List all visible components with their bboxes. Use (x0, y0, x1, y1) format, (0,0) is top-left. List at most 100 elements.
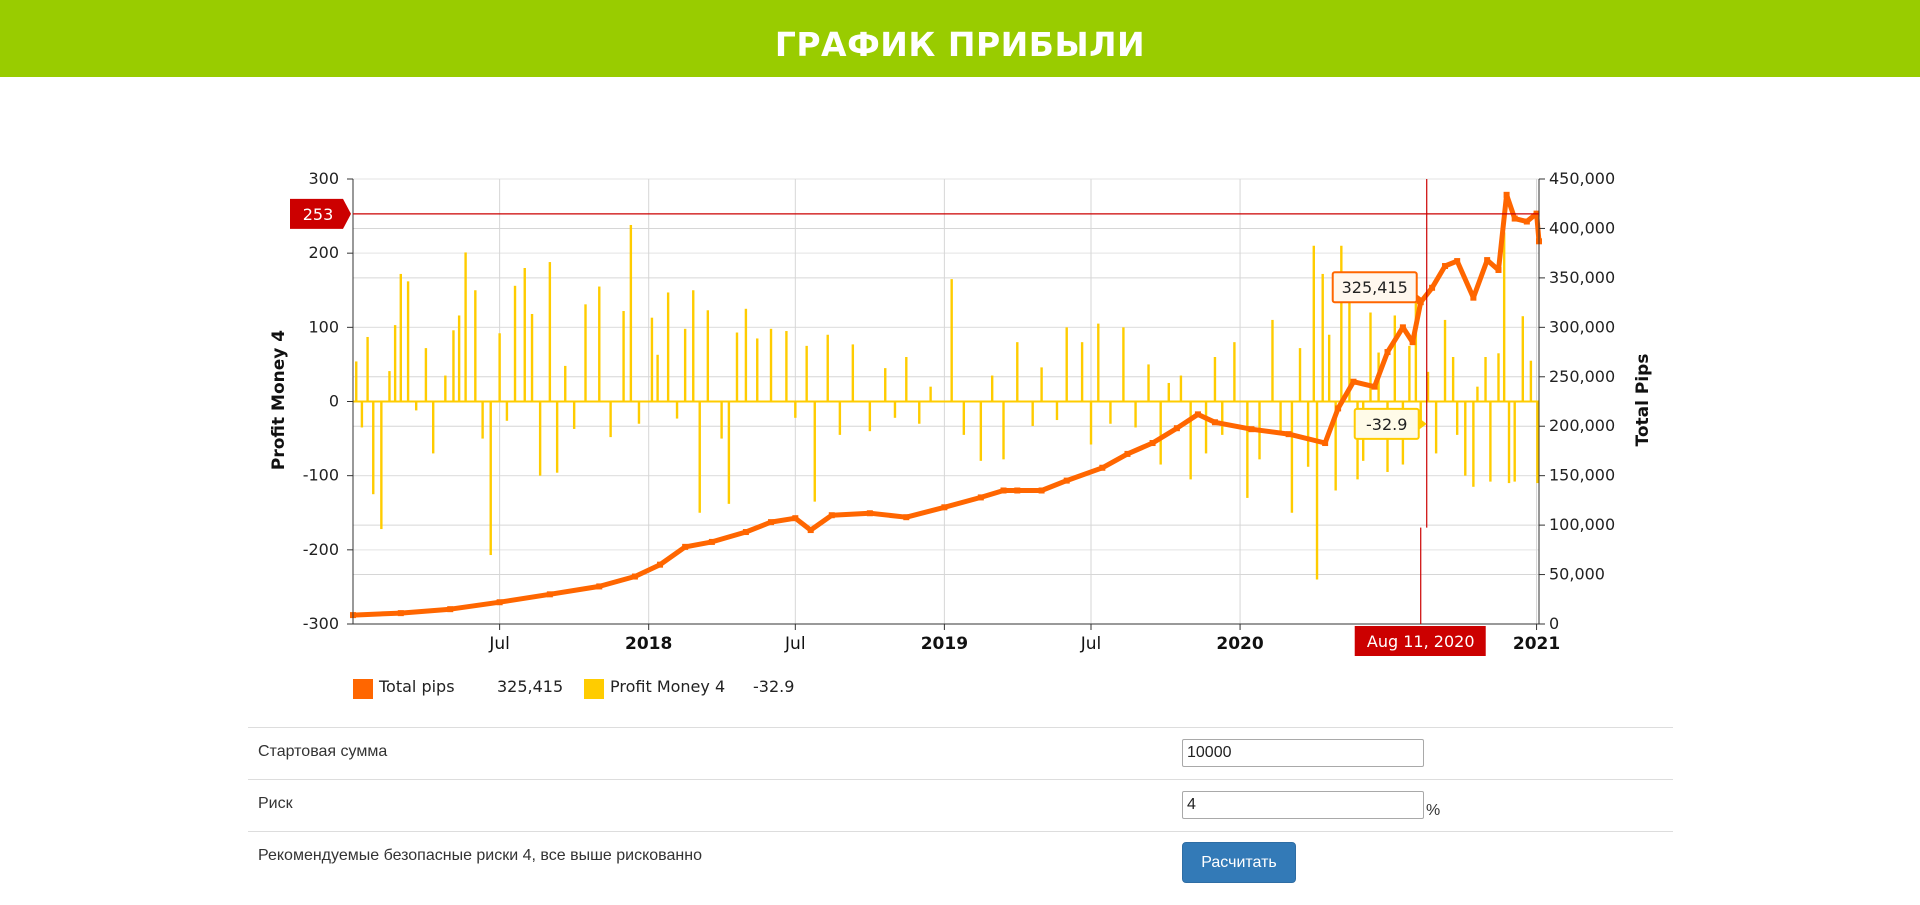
profit-bar (1213, 357, 1217, 402)
profit-bar (452, 330, 455, 402)
profit-bar (1513, 401, 1516, 482)
total-pips-point (1523, 218, 1530, 225)
profit-bar (868, 401, 872, 432)
profit-bar (1189, 401, 1192, 480)
profit-bar (598, 286, 601, 402)
left-axis-title: Profit Money 4 (269, 330, 289, 470)
right-tick-label: 200,000 (1549, 416, 1615, 435)
legend-label-profit[interactable]: Profit Money 4 (610, 677, 726, 696)
profit-bar (523, 268, 526, 402)
profit-bar (979, 401, 983, 461)
total-pips-point (1211, 419, 1218, 426)
total-pips-point (682, 543, 689, 550)
profit-bar (1521, 316, 1524, 402)
x-tick-label: 2021 (1513, 634, 1560, 654)
profit-bar (1167, 382, 1170, 402)
x-tick-label: 2020 (1216, 634, 1263, 654)
profit-bar (388, 371, 391, 402)
profit-bar (1080, 342, 1084, 402)
profit-bar (692, 290, 695, 402)
crosshair-x-label: Aug 11, 2020 (1367, 632, 1475, 651)
total-pips-point (1503, 191, 1510, 198)
profit-bar (1502, 232, 1506, 402)
risk-input[interactable] (1182, 791, 1424, 819)
start-sum-input[interactable] (1182, 739, 1424, 767)
profit-bar (1419, 401, 1422, 426)
total-pips-point (1038, 487, 1045, 494)
profit-bar (893, 401, 897, 418)
total-pips-point (903, 514, 910, 521)
profit-bar (1122, 327, 1125, 402)
profit-bar (1031, 401, 1034, 426)
profit-bar (675, 401, 679, 419)
crosshair-x-badge (1354, 626, 1486, 656)
profit-bar (1055, 401, 1059, 421)
profit-bar (360, 401, 364, 428)
profit-bar (1002, 401, 1005, 460)
profit-bar (457, 315, 461, 402)
profit-bar (1065, 327, 1068, 402)
x-tick-label: Jul (488, 634, 510, 654)
total-pips-point (1285, 431, 1292, 438)
total-pips-point (708, 538, 715, 545)
profit-bar (918, 401, 921, 424)
profit-bar (1147, 364, 1150, 402)
profit-bar (1464, 401, 1467, 476)
left-tick-label: 300 (308, 169, 339, 188)
profit-bar (1334, 401, 1337, 491)
chart-axes: -300 -200 -100 0 100 200 300 0 50,000 100,000 150,… (269, 169, 1653, 654)
profit-bar (424, 348, 428, 402)
total-pips-point (397, 610, 404, 617)
total-pips-point (1454, 258, 1461, 265)
total-pips-point (866, 510, 873, 517)
profit-bar (548, 262, 552, 402)
legend-label-total-pips[interactable]: Total pips (379, 677, 455, 696)
profit-bar (1536, 401, 1539, 484)
profit-bar (1159, 401, 1162, 465)
right-tick-label: 250,000 (1549, 367, 1615, 386)
profit-bar (756, 338, 759, 402)
profit-bar (1426, 371, 1430, 402)
risk-label: Риск (258, 795, 293, 812)
total-pips-point (941, 504, 948, 511)
total-pips-point (807, 527, 814, 534)
left-tick-label: 0 (329, 392, 339, 411)
total-pips-point (1470, 294, 1477, 301)
total-pips-point (1099, 464, 1106, 471)
profit-bar (1306, 401, 1310, 467)
profit-bar (505, 401, 509, 421)
profit-bar (1016, 342, 1019, 402)
profit-chart[interactable]: -300 -200 -100 0 100 200 300 0 50,000 100,000 150,… (0, 0, 1920, 720)
profit-bar (1414, 290, 1418, 402)
profit-bar (1451, 357, 1455, 402)
profit-bar (785, 331, 788, 402)
profit-bar (1040, 367, 1043, 402)
total-pips-point (1511, 215, 1518, 222)
profit-tooltip-arrow (1418, 417, 1427, 430)
risk-calculator-form: Стартовая сумма Риск % Рекомендуемые без… (248, 727, 1673, 883)
total-pips-point (1063, 477, 1070, 484)
profit-tooltip-value: -32.9 (1366, 415, 1407, 434)
profit-bar (1489, 401, 1492, 482)
profit-bar (706, 310, 710, 402)
profit-bar (530, 313, 534, 402)
left-tick-label: -100 (303, 466, 339, 485)
calculate-button[interactable]: Расчитать (1182, 842, 1296, 883)
profit-bar (666, 292, 670, 402)
total-pips-point (1484, 257, 1491, 264)
profit-bar (414, 401, 418, 411)
profit-bar (1356, 401, 1359, 480)
x-tick-label: Jul (784, 634, 806, 654)
profit-bar (498, 333, 501, 402)
total-pips-point (1429, 284, 1436, 291)
profit-bar (380, 401, 383, 530)
profit-bar (727, 401, 731, 504)
profit-bar (406, 281, 410, 402)
right-tick-label: 0 (1549, 614, 1559, 633)
profit-bar (1271, 319, 1274, 402)
right-tick-label: 150,000 (1549, 466, 1615, 485)
profit-bar (464, 252, 467, 402)
right-tick-label: 400,000 (1549, 218, 1615, 237)
profit-bar (838, 401, 842, 435)
profit-bar (564, 365, 567, 402)
